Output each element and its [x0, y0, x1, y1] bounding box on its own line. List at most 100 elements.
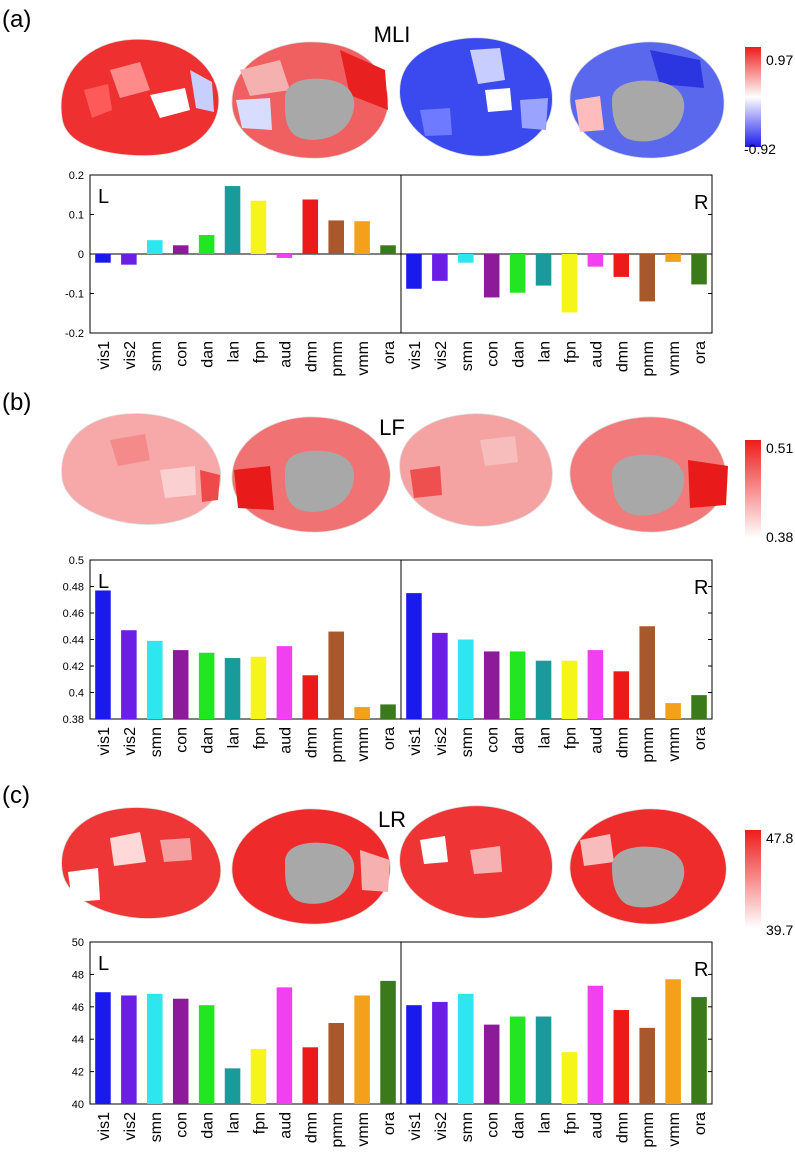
- hemisphere-label-right: R: [694, 959, 708, 981]
- bar-r-vis1: [406, 1005, 422, 1104]
- x-tick-label: con: [174, 1112, 191, 1138]
- x-tick-label: vis1: [407, 341, 424, 370]
- brain-medial-wall-a-right: [612, 80, 685, 142]
- bar-l-pmm: [328, 631, 344, 719]
- x-tick-label: fpn: [562, 1112, 579, 1134]
- bar-r-dan: [509, 651, 526, 719]
- x-tick-label: pmm: [329, 1112, 346, 1148]
- bar-r-vis2: [432, 1001, 448, 1104]
- bar-r-lan: [535, 660, 552, 719]
- x-tick-label: vis1: [407, 1112, 424, 1141]
- y-tick-label: 0.1: [69, 210, 84, 222]
- hemisphere-label-left: L: [98, 953, 109, 975]
- y-tick-label: 50: [72, 937, 84, 949]
- bar-r-dan: [509, 254, 526, 293]
- bar-l-vmm: [354, 995, 370, 1104]
- x-tick-label: ora: [692, 1112, 709, 1135]
- bar-l-dmn: [302, 675, 319, 719]
- bar-r-ora: [691, 254, 707, 285]
- bar-r-ora: [691, 695, 707, 719]
- bar-l-dan: [198, 1005, 215, 1104]
- brain-map-left-lateral: [60, 38, 220, 156]
- bar-r-ora: [691, 997, 707, 1104]
- x-tick-label: smn: [148, 1112, 165, 1142]
- bar-l-con: [172, 998, 189, 1104]
- x-tick-label: vmm: [355, 1112, 372, 1147]
- x-tick-label: aud: [277, 727, 294, 754]
- x-tick-label: fpn: [251, 341, 268, 363]
- bar-l-smn: [147, 993, 163, 1104]
- brain-map-b-right-lateral: [399, 413, 553, 527]
- y-tick-label: 0.4: [69, 688, 84, 700]
- bar-l-fpn: [250, 1048, 267, 1104]
- bar-r-con: [483, 651, 500, 719]
- bar-r-pmm: [639, 626, 655, 719]
- colorbar-c-min: 39.7: [766, 922, 793, 938]
- x-tick-label: aud: [588, 341, 605, 368]
- bar-l-con: [172, 245, 189, 254]
- x-tick-label: pmm: [640, 1112, 657, 1148]
- bar-r-vmm: [665, 254, 681, 262]
- x-tick-label: aud: [277, 1112, 294, 1139]
- colorbar-b: [745, 440, 761, 538]
- colorbar-c-max: 47.8: [766, 830, 793, 846]
- bar-r-pmm: [639, 254, 655, 302]
- x-tick-label: vis2: [433, 727, 450, 756]
- y-tick-label: 40: [72, 1099, 84, 1111]
- x-tick-label: lan: [226, 1112, 243, 1133]
- x-tick-label: ora: [381, 727, 398, 750]
- brain-map-right-lateral: [399, 37, 553, 157]
- x-tick-label: fpn: [562, 727, 579, 749]
- panel-label-a: (a): [2, 6, 31, 33]
- bar-r-vmm: [665, 979, 681, 1104]
- bar-l-dmn: [302, 199, 319, 254]
- bar-r-fpn: [561, 660, 578, 719]
- brain-medial-wall-b-left: [284, 450, 355, 512]
- bar-l-dan: [198, 652, 215, 719]
- x-tick-label: vis1: [96, 1112, 113, 1141]
- bar-l-aud: [276, 646, 293, 719]
- colorbar-a-max: 0.97: [766, 52, 793, 68]
- x-tick-label: lan: [537, 341, 554, 362]
- colorbar-c: [745, 830, 761, 928]
- x-tick-label: dmn: [614, 1112, 631, 1143]
- bar-l-pmm: [328, 1023, 344, 1104]
- brain-medial-wall-c-right: [612, 846, 685, 908]
- bar-l-vis1: [95, 992, 111, 1104]
- bar-r-dan: [509, 1016, 526, 1104]
- colorbar-b-max: 0.51: [766, 440, 793, 456]
- x-tick-label: dmn: [303, 1112, 320, 1143]
- x-tick-label: vis1: [96, 341, 113, 370]
- x-tick-label: con: [174, 341, 191, 367]
- bar-l-pmm: [328, 220, 344, 254]
- brain-map-left-medial: [231, 41, 389, 159]
- bar-r-lan: [535, 254, 552, 286]
- x-tick-label: smn: [148, 727, 165, 757]
- brain-medial-wall-a-left: [284, 78, 355, 140]
- bar-l-lan: [224, 658, 241, 719]
- x-tick-label: ora: [381, 341, 398, 364]
- x-tick-label: ora: [692, 727, 709, 750]
- x-tick-label: dan: [200, 341, 217, 368]
- x-tick-label: vmm: [666, 727, 683, 762]
- y-tick-label: 42: [72, 1067, 84, 1079]
- y-tick-label: 0.46: [63, 608, 84, 620]
- hemisphere-label-left: L: [98, 186, 109, 208]
- x-tick-label: aud: [277, 341, 294, 368]
- bar-r-vmm: [665, 703, 681, 719]
- bar-l-aud: [276, 987, 293, 1104]
- x-tick-label: lan: [537, 727, 554, 748]
- x-tick-label: fpn: [251, 1112, 268, 1134]
- bar-l-smn: [147, 640, 163, 719]
- bar-r-dmn: [613, 1010, 630, 1104]
- x-tick-label: smn: [459, 727, 476, 757]
- colorbar-a-min: -0.92: [744, 141, 776, 157]
- x-tick-label: dmn: [614, 727, 631, 758]
- bar-l-vis2: [121, 630, 137, 719]
- x-tick-label: vmm: [355, 727, 372, 762]
- x-tick-label: smn: [459, 1112, 476, 1142]
- brain-map-right-medial: [569, 41, 725, 159]
- bar-r-fpn: [561, 1052, 578, 1104]
- x-tick-label: vis1: [96, 727, 113, 756]
